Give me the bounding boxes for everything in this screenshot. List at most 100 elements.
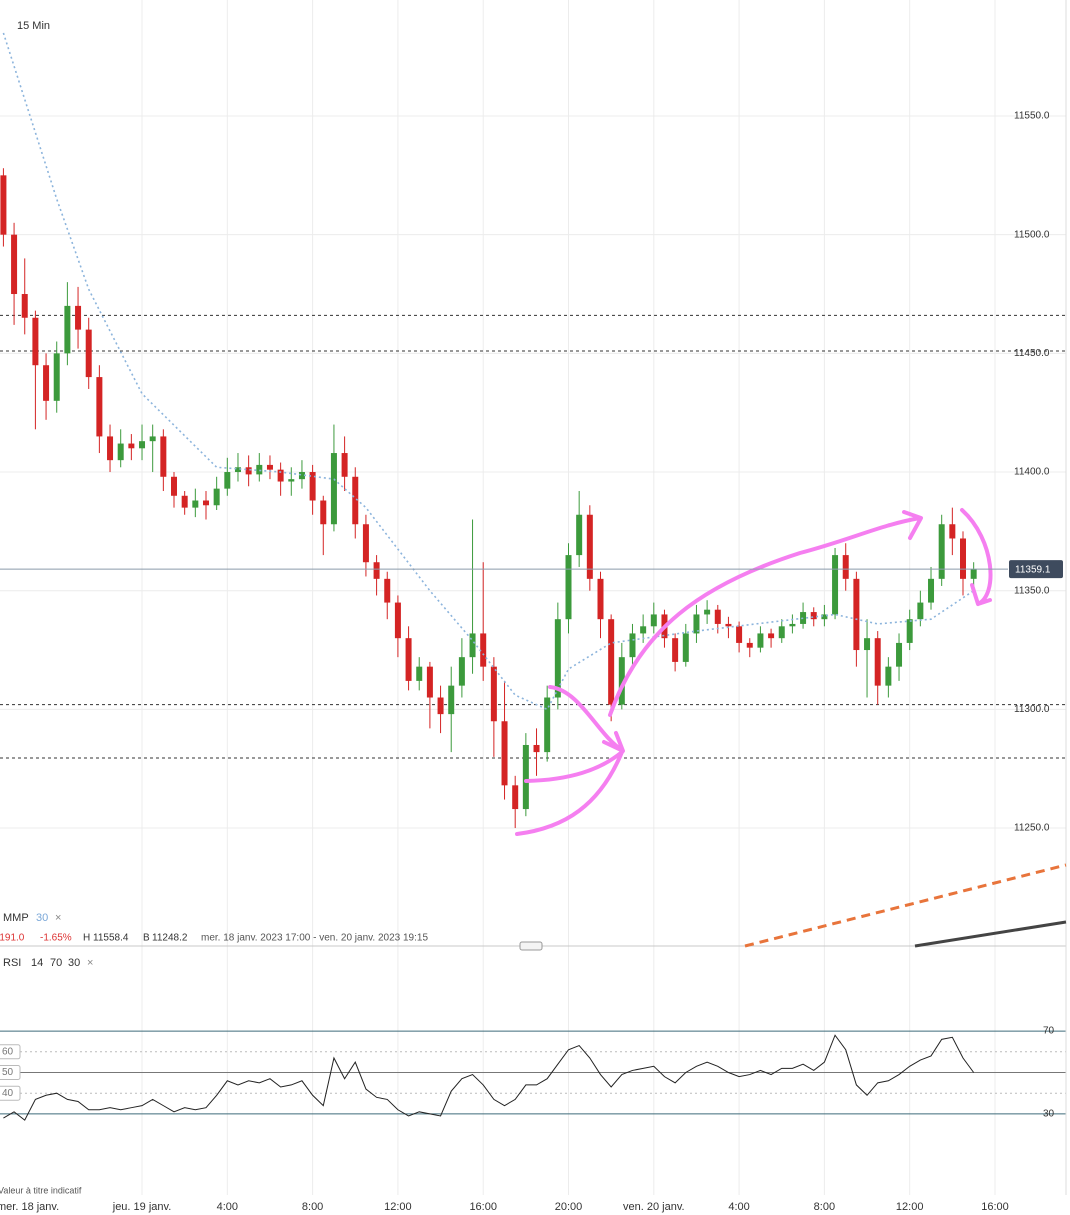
timeframe-label[interactable]: 15 Min — [17, 20, 50, 32]
x-tick-label: 16:00 — [981, 1201, 1009, 1213]
candle-body — [384, 578, 391, 603]
candle-body — [96, 377, 103, 437]
candle-body — [501, 721, 508, 786]
candle-body — [970, 569, 977, 579]
y-tick-label: 11550.0 — [1014, 111, 1050, 122]
candle-body — [266, 464, 273, 470]
annotation-arrow — [960, 508, 993, 606]
candle-body — [416, 666, 423, 681]
rsi-period: 14 — [31, 957, 43, 969]
candle-body — [693, 614, 700, 634]
rsi-guide-label: 50 — [2, 1067, 14, 1078]
candle-body — [53, 353, 60, 401]
last-price-box — [1009, 560, 1063, 579]
x-tick-label: 20:00 — [555, 1201, 583, 1213]
grid — [0, 0, 1066, 1195]
candle-body — [426, 666, 433, 698]
candle-body — [437, 697, 444, 715]
low-label: B — [143, 933, 150, 944]
candle-body — [928, 578, 935, 603]
candle-body — [704, 609, 711, 615]
candle-body — [821, 614, 828, 620]
x-tick-label: ven. 20 janv. — [623, 1201, 685, 1213]
annotation-arrow — [524, 750, 624, 783]
candle-body — [330, 453, 337, 525]
candle-body — [650, 614, 657, 627]
candle-body — [586, 514, 593, 579]
candle-body — [171, 476, 178, 496]
candle-body — [32, 317, 39, 366]
candle-body — [213, 488, 220, 506]
x-start-label: mer. 18 janv. — [0, 1201, 59, 1213]
candle-body — [938, 524, 945, 579]
trend-line — [914, 920, 1067, 948]
candle-body — [480, 633, 487, 667]
candle-body — [906, 619, 913, 643]
ma-remove[interactable]: × — [55, 912, 61, 924]
candle-body — [640, 626, 647, 634]
rsi-line — [3, 1034, 975, 1121]
moving-average — [2, 32, 975, 711]
candle-body — [746, 642, 753, 648]
x-tick-label: 4:00 — [728, 1201, 749, 1213]
candle-body — [490, 666, 497, 722]
candle-body — [512, 785, 519, 810]
rsi-guide-box — [0, 1044, 21, 1060]
rsi-band-label: 30 — [1043, 1109, 1055, 1120]
candle-body — [11, 234, 18, 295]
candle-body — [298, 472, 305, 480]
y-tick-label: 11350.0 — [1014, 585, 1050, 596]
candle-body — [181, 495, 188, 508]
candle-body — [309, 472, 316, 501]
rsi-upper: 70 — [50, 957, 62, 969]
candle-body — [682, 633, 689, 662]
candle-body — [85, 329, 92, 378]
candle-body — [0, 175, 7, 235]
date-range: mer. 18 janv. 2023 17:00 - ven. 20 janv.… — [201, 933, 428, 944]
candle-body — [885, 666, 892, 686]
candle-body — [373, 562, 380, 579]
annotation-arrow — [515, 750, 624, 836]
annotation-arrow — [548, 685, 625, 753]
candle-body — [256, 464, 263, 475]
candle-body — [245, 467, 252, 475]
candle-body — [832, 555, 839, 615]
candle-body — [618, 657, 625, 705]
candle-body — [597, 578, 604, 620]
candle-body — [107, 436, 114, 461]
rsi-remove[interactable]: × — [87, 957, 93, 969]
x-tick-label: 16:00 — [469, 1201, 497, 1213]
candle-body — [149, 436, 156, 442]
rsi-guide-label: 40 — [2, 1088, 14, 1099]
resize-handle[interactable] — [519, 941, 543, 951]
candle-body — [842, 555, 849, 579]
candle-body — [43, 365, 50, 401]
candle-body — [448, 685, 455, 715]
candle-body — [544, 697, 551, 753]
candle-body — [405, 638, 412, 681]
candle-body — [608, 619, 615, 705]
candle-body — [725, 623, 732, 627]
x-tick-label: 12:00 — [896, 1201, 924, 1213]
y-tick-label: 11400.0 — [1014, 467, 1050, 478]
candle-body — [874, 638, 881, 686]
candle-body — [128, 443, 135, 449]
rsi-guide-label: 60 — [2, 1046, 14, 1057]
candle-body — [565, 555, 572, 620]
rsi-name: RSI — [3, 957, 21, 969]
candle-body — [394, 602, 401, 639]
candle-body — [714, 609, 721, 624]
change-pct: -1.65% — [40, 933, 72, 944]
candle-body — [522, 744, 529, 810]
candle-body — [224, 472, 231, 489]
x-tick-label: 4:00 — [217, 1201, 238, 1213]
last-price-label: 11359.1 — [1015, 565, 1051, 576]
rsi-plot: 70 30 60 50 40 — [0, 1026, 1066, 1121]
x-tick-label: 8:00 — [814, 1201, 835, 1213]
x-tick-label: jeu. 19 janv. — [112, 1201, 172, 1213]
candle-body — [757, 633, 764, 648]
change: -191.0 — [0, 933, 25, 944]
candle-body — [160, 436, 167, 477]
low-value: 11248.2 — [152, 933, 188, 944]
